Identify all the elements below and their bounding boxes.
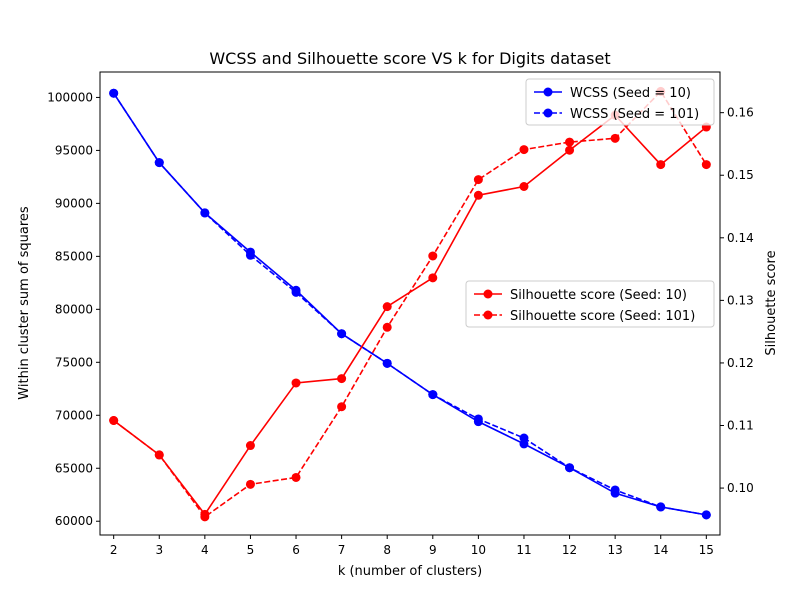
x-tick-label: 11 bbox=[516, 543, 531, 557]
legend-label: WCSS (Seed = 101) bbox=[570, 107, 699, 122]
chart-title: WCSS and Silhouette score VS k for Digit… bbox=[209, 49, 610, 68]
series-1-point bbox=[200, 208, 210, 218]
y-right-tick-label: 0.15 bbox=[727, 168, 754, 182]
legend-label: WCSS (Seed = 10) bbox=[570, 86, 691, 101]
series-3-point bbox=[291, 472, 301, 482]
x-tick-label: 2 bbox=[110, 543, 118, 557]
series-3-point bbox=[154, 450, 164, 460]
legend-swatch-marker bbox=[543, 108, 553, 118]
y-right-tick-label: 0.16 bbox=[727, 106, 754, 120]
y-axis-right-label: Silhouette score bbox=[764, 250, 779, 355]
series-1-point bbox=[610, 485, 620, 495]
series-2-point bbox=[291, 378, 301, 388]
legend-label: Silhouette score (Seed: 10) bbox=[510, 288, 687, 303]
series-3-point bbox=[473, 175, 483, 185]
series-1-point bbox=[473, 414, 483, 424]
series-line-1 bbox=[113, 92, 707, 516]
series-1-point bbox=[154, 158, 164, 168]
plot-area: 2 3 4 5 6 7 8 9 10 11 12 13 14 15 60000 65000 70000 75000… bbox=[47, 71, 754, 557]
y-left-tick-label: 75000 bbox=[55, 355, 93, 369]
series-2-point bbox=[473, 190, 483, 200]
legend-swatch-marker bbox=[543, 87, 553, 97]
y-right-tick-label: 0.14 bbox=[727, 231, 754, 245]
y-left-tick-label: 85000 bbox=[55, 249, 93, 263]
legend: WCSS (Seed = 10) WCSS (Seed = 101) bbox=[525, 78, 715, 126]
series-line-0 bbox=[113, 92, 707, 516]
y-right-tick-label: 0.13 bbox=[727, 293, 754, 307]
series-2-point bbox=[656, 160, 666, 170]
x-tick-label: 6 bbox=[292, 543, 300, 557]
x-tick-label: 10 bbox=[471, 543, 486, 557]
legend-frame bbox=[465, 280, 715, 328]
x-tick-label: 8 bbox=[383, 543, 391, 557]
series-3-point bbox=[200, 512, 210, 522]
series-3-point bbox=[519, 145, 529, 155]
series-1-point bbox=[245, 250, 255, 260]
x-tick-label: 13 bbox=[608, 543, 623, 557]
series-3-point bbox=[610, 133, 620, 143]
y-left-tick-label: 70000 bbox=[55, 408, 93, 422]
y-right-tick-label: 0.11 bbox=[727, 419, 754, 433]
series-2-point bbox=[382, 302, 392, 312]
x-tick-label: 4 bbox=[201, 543, 209, 557]
y-left-tick-label: 95000 bbox=[55, 143, 93, 157]
y-left-tick-label: 100000 bbox=[47, 90, 93, 104]
y-left-tick-label: 65000 bbox=[55, 461, 93, 475]
legend: Silhouette score (Seed: 10) Silhouette sc… bbox=[465, 280, 715, 328]
series-1-point bbox=[519, 433, 529, 443]
series-2-point bbox=[565, 145, 575, 155]
series-3-point bbox=[701, 160, 711, 170]
x-tick-label: 12 bbox=[562, 543, 577, 557]
series-3-point bbox=[245, 479, 255, 489]
legend-swatch-marker bbox=[483, 310, 493, 320]
y-left-tick-label: 60000 bbox=[55, 514, 93, 528]
series-3-point bbox=[565, 137, 575, 147]
series-3-point bbox=[428, 251, 438, 261]
series-2-point bbox=[245, 441, 255, 451]
series-1-point bbox=[109, 88, 119, 98]
series-1-point bbox=[382, 358, 392, 368]
series-2-point bbox=[428, 273, 438, 283]
y-left-tick-label: 80000 bbox=[55, 302, 93, 316]
series-1-point bbox=[291, 287, 301, 297]
x-tick-label: 7 bbox=[338, 543, 346, 557]
y-left-tick-label: 90000 bbox=[55, 196, 93, 210]
x-tick-label: 14 bbox=[653, 543, 668, 557]
x-tick-label: 5 bbox=[247, 543, 255, 557]
series-3-point bbox=[382, 322, 392, 332]
x-tick-label: 3 bbox=[155, 543, 163, 557]
x-axis-label: k (number of clusters) bbox=[338, 564, 482, 579]
y-right-tick-label: 0.12 bbox=[727, 356, 754, 370]
series-1-point bbox=[428, 390, 438, 400]
series-1-point bbox=[565, 463, 575, 473]
legend-frame bbox=[525, 78, 715, 126]
plot-frame bbox=[99, 71, 721, 536]
series-3-point bbox=[109, 416, 119, 426]
series-1-point bbox=[656, 502, 666, 512]
series-line-3 bbox=[113, 90, 707, 518]
legend-label: Silhouette score (Seed: 101) bbox=[510, 309, 695, 324]
series-2-point bbox=[519, 181, 529, 191]
legend-swatch-marker bbox=[483, 289, 493, 299]
series-3-point bbox=[337, 402, 347, 412]
x-tick-label: 15 bbox=[699, 543, 714, 557]
series-1-point bbox=[701, 510, 711, 520]
y-right-tick-label: 0.10 bbox=[727, 481, 754, 495]
series-1-point bbox=[337, 329, 347, 339]
x-tick-label: 9 bbox=[429, 543, 437, 557]
series-2-point bbox=[337, 374, 347, 384]
y-axis-left-label: Within cluster sum of squares bbox=[17, 206, 32, 400]
